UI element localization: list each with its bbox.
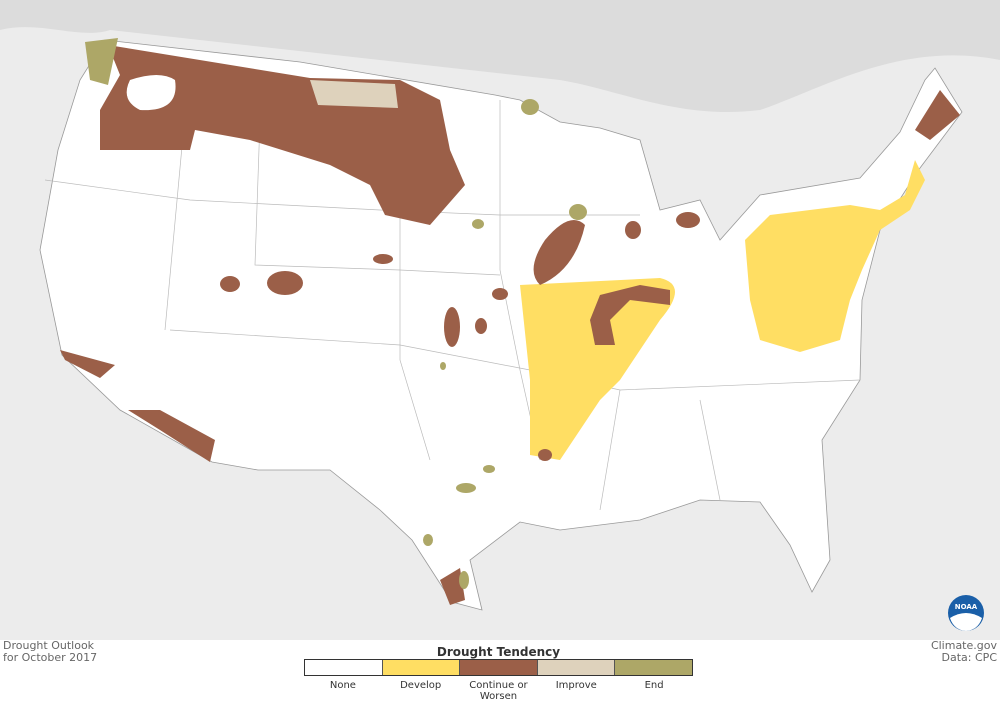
credits: Climate.gov Data: CPC — [931, 640, 997, 664]
legend-swatch — [381, 660, 460, 675]
end-area — [459, 571, 469, 589]
continue-area — [492, 288, 508, 300]
legend-labels: None Develop Continue or Worsen Improve End — [304, 680, 693, 702]
legend-label: None — [329, 680, 356, 691]
title-line: for October 2017 — [3, 651, 98, 664]
canada — [0, 0, 1000, 113]
legend-swatch — [614, 660, 692, 675]
end-area — [440, 362, 446, 370]
legend-swatch — [536, 660, 615, 675]
tendency-areas — [60, 38, 960, 605]
improve-area — [310, 80, 398, 108]
end-area — [85, 38, 118, 85]
map: NOAA — [0, 0, 1000, 640]
continue-area — [373, 254, 393, 264]
legend-label: Improve — [555, 680, 597, 691]
map-title: Drought Outlook for October 2017 — [3, 640, 97, 664]
continue-area — [625, 221, 641, 239]
continue-area — [590, 285, 670, 345]
legend-label: Continue or Worsen — [469, 680, 528, 702]
end-area — [456, 483, 476, 493]
legend-swatch — [305, 660, 382, 675]
credit-line: Climate.gov — [930, 639, 997, 652]
end-area — [472, 219, 484, 229]
end-area — [483, 465, 495, 473]
legend-label: End — [644, 680, 664, 691]
develop-area — [745, 160, 925, 352]
continue-area — [60, 350, 215, 462]
continue-area — [676, 212, 700, 228]
us-outline — [39, 39, 963, 611]
legend-title: Drought Tendency — [436, 645, 561, 659]
continue-area — [267, 271, 303, 295]
end-area — [423, 534, 433, 546]
end-area — [569, 204, 587, 220]
noaa-logo-text: NOAA — [955, 603, 978, 611]
continue-area — [475, 318, 487, 334]
credit-line: Data: CPC — [941, 651, 997, 664]
continue-area — [220, 276, 240, 292]
continue-area — [440, 568, 465, 605]
title-line: Drought Outlook — [3, 639, 95, 652]
continue-area — [538, 449, 552, 461]
continue-area — [533, 220, 585, 285]
develop-area — [520, 278, 675, 460]
end-area — [521, 99, 539, 115]
legend-label: Develop — [400, 680, 442, 691]
noaa-logo-wave — [950, 613, 982, 631]
legend-bar — [304, 659, 693, 676]
continue-area — [444, 307, 460, 347]
continue-area — [915, 90, 960, 140]
legend-swatch — [459, 660, 537, 675]
